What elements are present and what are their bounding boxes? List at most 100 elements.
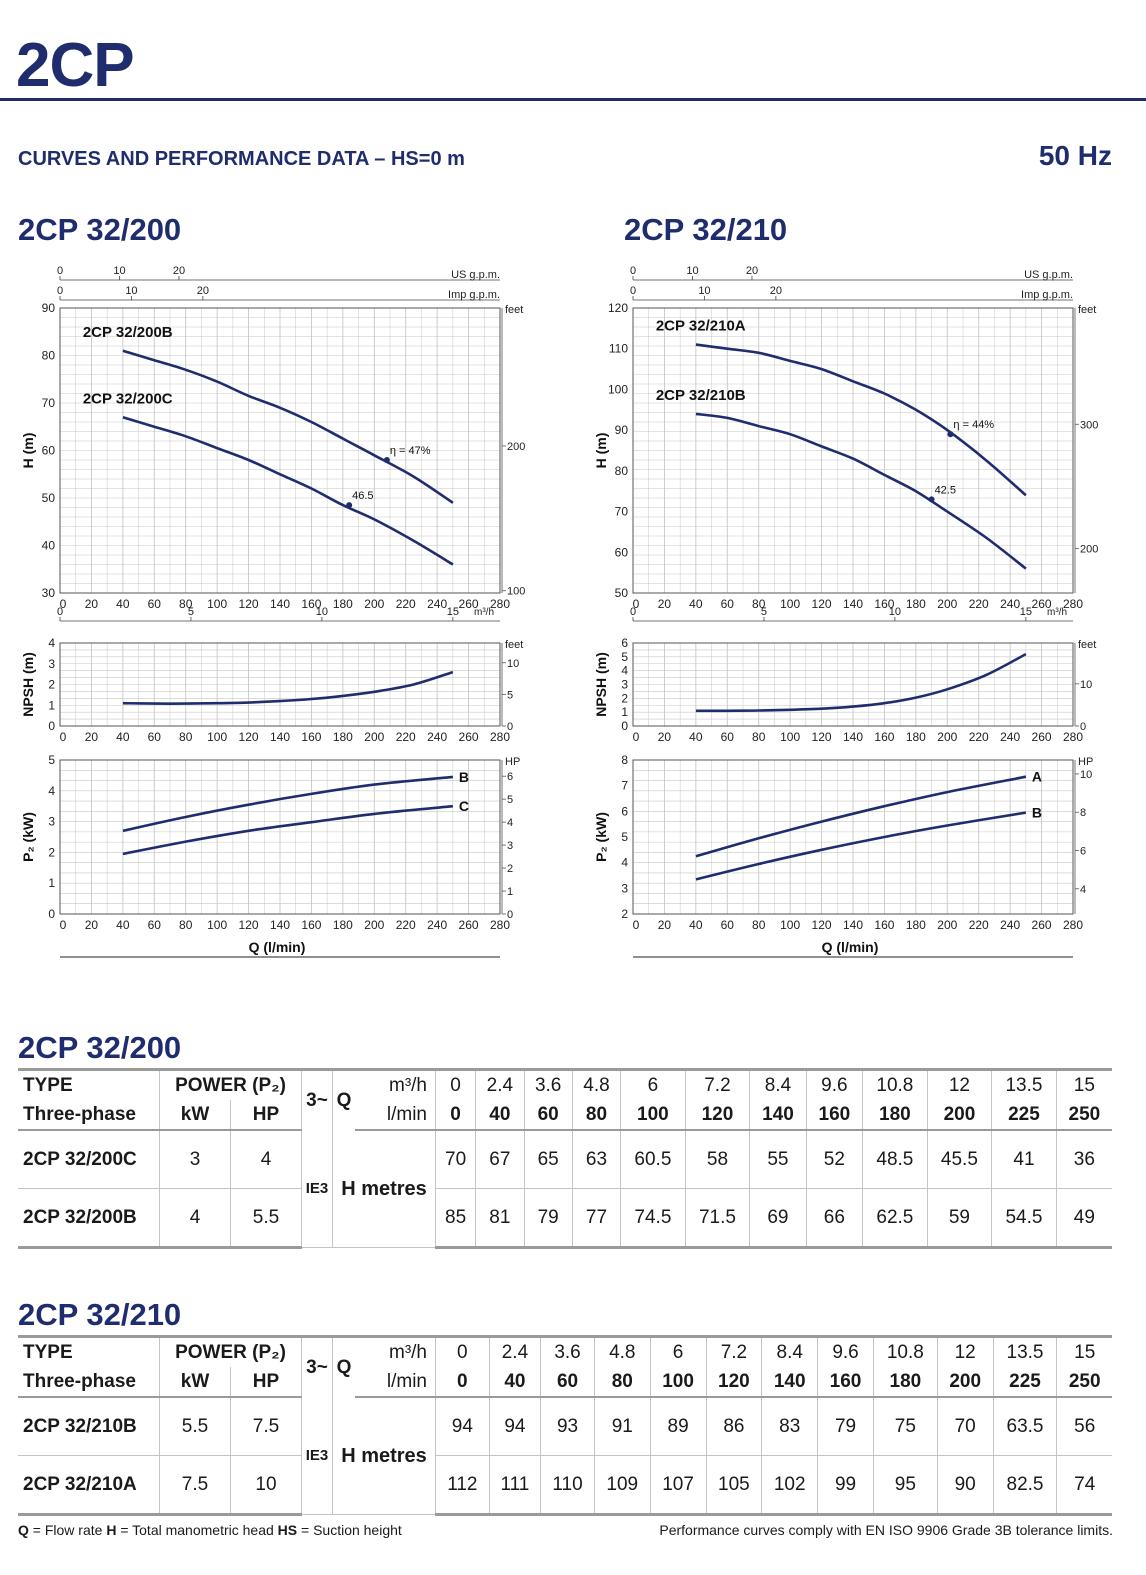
chart-2cp-32-200: 0 10 20 US g.p.m.0 10 20 Imp g.p.m.30405060708…	[20, 265, 525, 958]
efficiency-label: 42.5	[935, 484, 956, 496]
compliance-note: Performance curves comply with EN ISO 99…	[659, 1522, 1113, 1538]
three-phase-symbol: 3~	[301, 1068, 333, 1130]
x-tick-label: 140	[270, 597, 290, 611]
m3h-value: 9.6	[817, 1335, 874, 1367]
series-line-c	[122, 804, 454, 856]
m3h-value: 13.5	[993, 1335, 1058, 1367]
x-tick-label: 220	[969, 730, 989, 744]
head-value: 86	[706, 1397, 763, 1456]
y-tick-label: 2	[621, 907, 628, 921]
head-value: 83	[761, 1397, 819, 1456]
head-value: 67	[475, 1130, 525, 1189]
x-tick-label: 60	[721, 730, 735, 744]
x-tick-label: 280	[490, 730, 510, 744]
header-rule	[0, 98, 1146, 101]
x-tick-label: 0	[633, 918, 640, 932]
efficiency-label: η = 44%	[953, 419, 994, 431]
series-line-2cp-32/200b	[122, 349, 454, 504]
h-text: = Total manometric head	[116, 1522, 278, 1538]
lmin-value: 0	[435, 1100, 477, 1131]
efficiency-point	[346, 502, 353, 509]
m3h-axis-label: 10	[889, 606, 901, 618]
row-kw: 4	[159, 1188, 231, 1249]
efficiency-point	[928, 496, 935, 503]
top-axis-label: 0	[630, 285, 636, 297]
x-tick-label: 200	[364, 597, 384, 611]
x-tick-label: 120	[812, 918, 832, 932]
series-end-label: B	[1032, 805, 1042, 821]
head-value: 99	[817, 1455, 874, 1516]
y-axis-label: H (m)	[593, 433, 609, 469]
lmin-value: 200	[937, 1367, 994, 1398]
lmin-value: 120	[685, 1100, 751, 1131]
m3h-value: 15	[1056, 1068, 1112, 1100]
performance-table-32-210: TYPE POWER (P₂) 3~ Q m³/h 0 2.4 3.6 4.8 …	[18, 1335, 1112, 1516]
x-tick-label: 100	[780, 597, 800, 611]
head-value: 74.5	[620, 1188, 686, 1249]
h-metres-text: H metres	[341, 1177, 427, 1200]
x-tick-label: 160	[874, 730, 894, 744]
performance-table-32-200: TYPE POWER (P₂) 3~ Q m³/h 0 2.4 3.6 4.8 …	[18, 1068, 1112, 1249]
ie-class: IE3	[301, 1130, 333, 1248]
head-value: 93	[540, 1397, 595, 1456]
y-tick-label: 4	[48, 636, 55, 650]
right-axis-label: 200	[507, 441, 525, 453]
x-tick-label: 180	[333, 918, 353, 932]
x-tick-label: 40	[116, 918, 130, 932]
top-axis-unit: Imp g.p.m.	[448, 289, 500, 301]
series-name-label: 2CP 32/210A	[656, 318, 746, 335]
x-tick-label: 260	[1032, 918, 1052, 932]
y-tick-label: 5	[621, 650, 628, 664]
head-value: 65	[524, 1130, 573, 1189]
plot-frame	[632, 307, 1074, 594]
y-tick-label: 120	[608, 301, 628, 315]
three-phase-symbol: 3~	[301, 1335, 333, 1397]
right-axis-label: 8	[1080, 807, 1086, 819]
head-value: 48.5	[862, 1130, 928, 1189]
h-key: H	[106, 1522, 117, 1538]
y-tick-label: 80	[615, 464, 629, 478]
efficiency-label: η = 47%	[390, 445, 431, 457]
head-value: 110	[540, 1455, 595, 1516]
y-tick-label: 2	[48, 678, 55, 692]
top-axis-label: 10	[125, 285, 137, 297]
x-tick-label: 280	[1063, 730, 1083, 744]
lmin-value: 40	[475, 1100, 525, 1131]
y-tick-label: 7	[621, 779, 628, 793]
y-tick-label: 4	[621, 664, 628, 678]
x-tick-label: 80	[179, 918, 193, 932]
right-axis-unit: feet	[1078, 639, 1096, 651]
x-tick-label: 220	[396, 918, 416, 932]
plot-frame	[59, 307, 501, 594]
right-axis-label: 300	[1080, 419, 1098, 431]
m3h-axis-label: 10	[316, 606, 328, 618]
y-tick-label: 1	[48, 876, 55, 890]
x-tick-label: 160	[301, 597, 321, 611]
head-value: 70	[435, 1130, 477, 1189]
series-line-npsh	[695, 652, 1027, 713]
series-name-label: 2CP 32/200C	[83, 390, 173, 407]
top-axis-label: 0	[57, 265, 63, 277]
lmin-value: 225	[993, 1367, 1058, 1398]
series-end-label: A	[1032, 769, 1042, 785]
m3h-axis-label: 5	[761, 606, 767, 618]
y-tick-label: 5	[48, 753, 55, 767]
x-tick-label: 160	[874, 597, 894, 611]
y-axis-label: P₂ (kW)	[20, 812, 36, 862]
q-text: = Flow rate	[28, 1522, 107, 1538]
efficiency-point	[947, 431, 954, 438]
m3h-axis-label: 15	[447, 606, 459, 618]
x-tick-label: 120	[239, 597, 259, 611]
head-value: 94	[489, 1397, 542, 1456]
row-hp: 4	[230, 1130, 302, 1189]
right-axis-label: 0	[507, 909, 513, 921]
head-value: 89	[650, 1397, 707, 1456]
x-tick-label: 260	[1032, 597, 1052, 611]
head-value: 63	[572, 1130, 622, 1189]
right-axis-unit: HP	[505, 756, 520, 768]
head-value: 79	[817, 1397, 874, 1456]
right-axis-label: 100	[507, 586, 525, 598]
plot-frame	[59, 759, 501, 915]
x-tick-label: 60	[148, 730, 162, 744]
m3h-value: 9.6	[806, 1068, 864, 1100]
